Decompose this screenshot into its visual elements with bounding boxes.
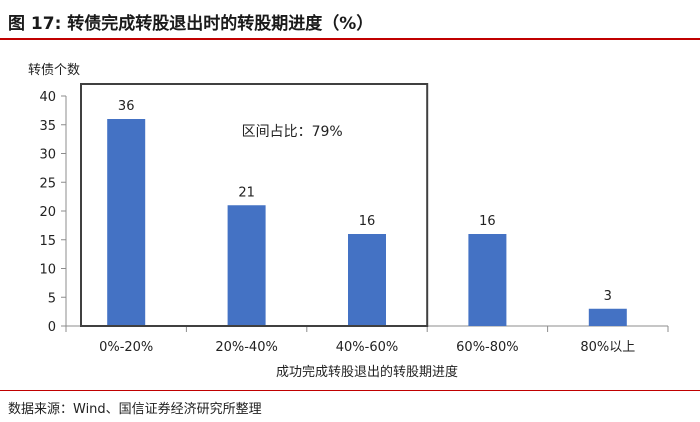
figure-title: 图 17: 转债完成转股退出时的转股期进度（%） (8, 14, 374, 34)
y-tick-label-15: 15 (39, 234, 56, 249)
x-axis-label: 成功完成转股退出的转股期进度 (276, 364, 458, 380)
source-note: 数据来源：Wind、国信证券经济研究所整理 (8, 402, 262, 417)
bar-chart: 转债个数 0 5 10 15 20 25 30 35 40 36 21 16 16 3 0%-20% 20… (28, 63, 669, 380)
x-tick-label-5: 80%以上 (580, 340, 635, 355)
data-labels: 36 21 16 16 3 (118, 99, 612, 304)
annotation-text: 区间占比：79% (242, 124, 343, 140)
x-tick-label-2: 20%-40% (215, 340, 277, 355)
data-label-5: 3 (604, 289, 612, 304)
x-tick-labels: 0%-20% 20%-40% 40%-60% 60%-80% 80%以上 (99, 340, 635, 355)
data-label-1: 36 (118, 99, 135, 114)
data-label-2: 21 (238, 185, 255, 200)
annotation-box (80, 83, 429, 327)
y-axis: 0 5 10 15 20 25 30 35 40 (39, 90, 67, 335)
bar-2 (227, 205, 266, 326)
bar-5 (588, 308, 627, 326)
data-label-4: 16 (479, 214, 496, 229)
x-tick-label-3: 40%-60% (336, 340, 398, 355)
title-rule (0, 38, 700, 40)
y-tick-label-20: 20 (39, 205, 56, 220)
y-tick-label-25: 25 (39, 176, 56, 191)
y-tick-label-30: 30 (39, 148, 56, 163)
y-tick-label-10: 10 (39, 263, 56, 278)
x-tick-label-4: 60%-80% (456, 340, 518, 355)
bar-1 (107, 119, 146, 326)
x-tick-label-1: 0%-20% (99, 340, 153, 355)
source-rule (0, 390, 700, 391)
data-label-3: 16 (359, 214, 376, 229)
bar-3 (348, 234, 386, 326)
y-tick-label-0: 0 (48, 320, 56, 335)
y-tick-label-35: 35 (39, 119, 56, 134)
y-tick-label-40: 40 (39, 90, 56, 105)
bar-4 (468, 234, 507, 326)
bars (107, 119, 627, 326)
figure-header: 图 17: 转债完成转股退出时的转股期进度（%） (0, 0, 700, 42)
y-tick-label-5: 5 (48, 291, 56, 306)
y-axis-label: 转债个数 (28, 63, 80, 78)
